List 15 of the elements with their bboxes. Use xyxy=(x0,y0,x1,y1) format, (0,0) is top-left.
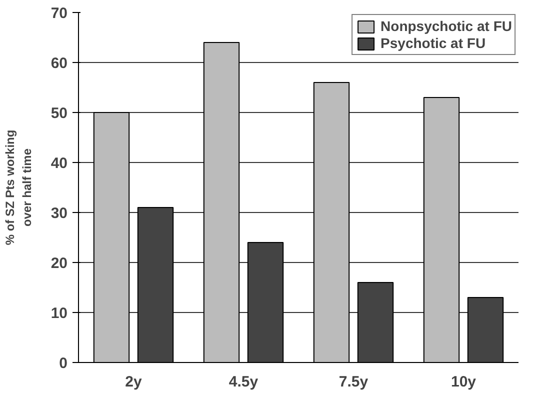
y-tick-label: 50 xyxy=(50,105,68,122)
y-tick-label: 20 xyxy=(50,255,68,272)
y-axis-title: % of SZ Pts working over half time xyxy=(3,130,34,246)
x-tick-label: 10y xyxy=(450,374,477,390)
y-tick-label: 70 xyxy=(50,5,68,22)
y-tick-label: 30 xyxy=(50,205,68,222)
x-tick-label: 2y xyxy=(125,374,142,390)
legend-label: Nonpsychotic at FU xyxy=(380,18,512,34)
x-tick-label: 4.5y xyxy=(228,374,259,390)
legend-label: Psychotic at FU xyxy=(380,35,486,51)
x-tick-label: 7.5y xyxy=(338,374,369,390)
y-tick-label: 0 xyxy=(59,355,68,372)
y-tick-label: 10 xyxy=(50,305,68,322)
y-tick-label: 60 xyxy=(50,55,68,72)
y-tick-label: 40 xyxy=(50,155,68,172)
